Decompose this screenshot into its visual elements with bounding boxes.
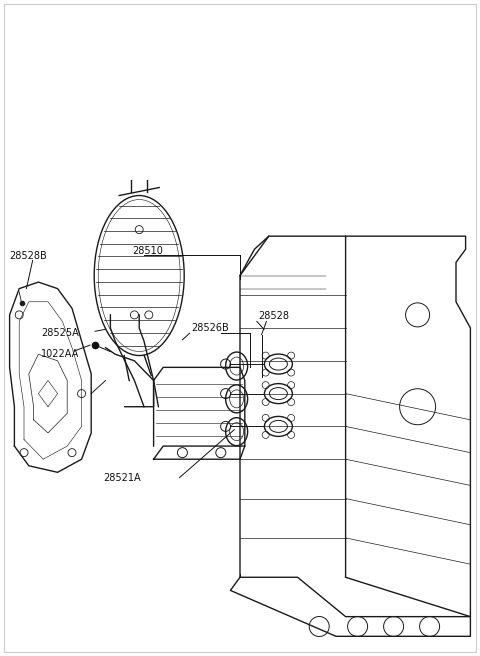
Text: 28528: 28528 <box>258 311 289 321</box>
Text: 28525A: 28525A <box>41 327 79 338</box>
Text: 28526B: 28526B <box>191 323 229 333</box>
Text: 1022AA: 1022AA <box>41 349 79 359</box>
Text: 28521A: 28521A <box>103 472 141 483</box>
Text: 28528B: 28528B <box>10 251 48 261</box>
Text: 28510: 28510 <box>132 245 163 256</box>
